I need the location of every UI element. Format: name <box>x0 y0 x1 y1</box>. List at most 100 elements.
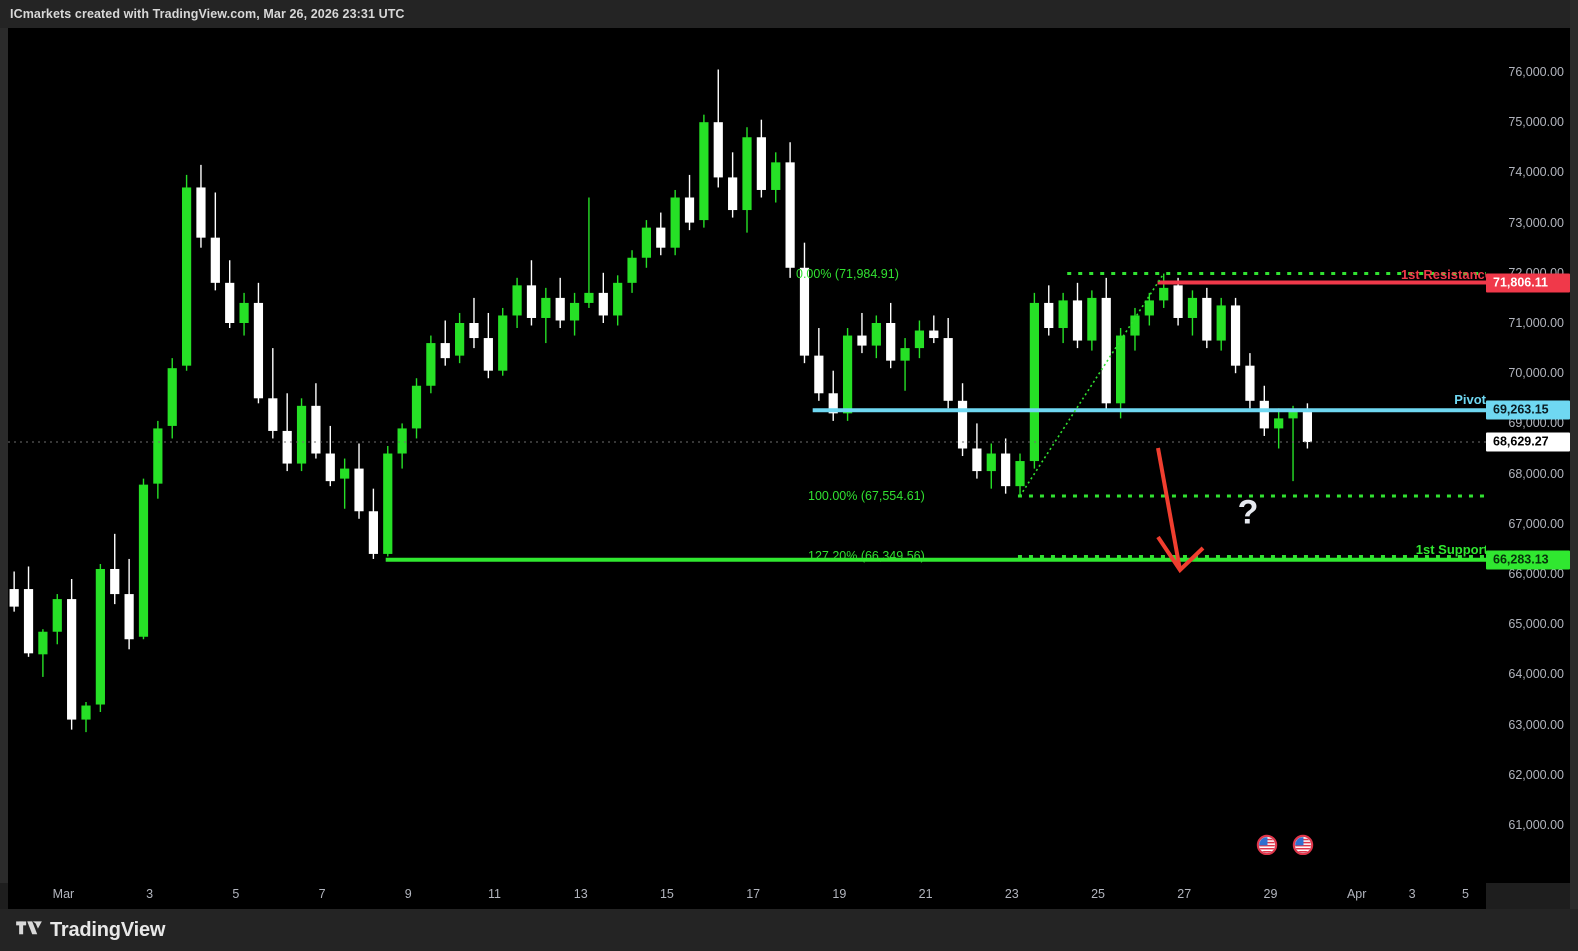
time-tick: Mar <box>52 887 75 901</box>
time-tick: 21 <box>918 887 933 901</box>
candle <box>138 478 149 640</box>
time-tick: 27 <box>1177 887 1192 901</box>
candle <box>771 152 781 203</box>
time-tick: 9 <box>404 887 412 901</box>
zone-label-pivot: Pivot <box>1454 392 1486 408</box>
price-tick: 62,000.00 <box>1508 767 1564 782</box>
candle <box>268 348 278 439</box>
price-tick: 71,000.00 <box>1508 316 1564 330</box>
zone-label-resistance: 1st Resistance <box>1400 266 1486 282</box>
candle <box>397 423 407 469</box>
time-tick: 15 <box>659 887 674 901</box>
candle <box>1216 297 1226 351</box>
candle <box>469 297 479 349</box>
candle <box>871 315 881 359</box>
candle <box>1044 285 1054 336</box>
candle <box>311 383 321 459</box>
fib-label-127: 127.20% (66,349.56) <box>808 549 925 564</box>
chart-pane[interactable]: 0.00% (71,984.91) 100.00% (67,554.61) 127.… <box>8 28 1486 883</box>
candle <box>886 302 896 369</box>
candle <box>713 69 723 188</box>
price-tick: 75,000.00 <box>1508 115 1564 130</box>
plot-area[interactable]: 0.00% (71,984.91) 100.00% (67,554.61) 127.… <box>8 28 1486 855</box>
fib-label-100: 100.00% (67,554.61) <box>808 488 925 503</box>
price-badge-pivot[interactable]: 69,263.15 <box>1486 400 1570 420</box>
chart-footer: TradingView <box>0 909 1578 951</box>
candlestick-series <box>9 69 1313 733</box>
candle <box>282 393 292 472</box>
candle <box>914 320 925 359</box>
candle <box>411 378 422 439</box>
price-badge-support[interactable]: 66,283.13 <box>1486 550 1570 570</box>
candle <box>1159 273 1169 308</box>
tradingview-logo-icon <box>16 921 42 935</box>
price-scale[interactable]: 76,000.0075,000.0074,000.0073,000.0072,0… <box>1486 28 1570 883</box>
candle <box>210 192 220 291</box>
price-tick: 66,000.00 <box>1508 567 1564 581</box>
price-tick: 74,000.00 <box>1508 165 1564 180</box>
candle <box>555 277 565 329</box>
time-tick: 5 <box>232 887 240 901</box>
candle <box>828 370 838 421</box>
candle <box>1015 453 1025 496</box>
candle <box>153 420 163 499</box>
price-tick: 70,000.00 <box>1508 366 1564 381</box>
time-tick: 5 <box>1461 887 1469 901</box>
time-tick: 3 <box>146 887 154 901</box>
time-tick: 13 <box>573 887 588 901</box>
right-edge-scrollbar[interactable] <box>1570 0 1578 951</box>
candle <box>95 563 105 713</box>
candle <box>1144 292 1154 326</box>
candle <box>1116 328 1126 419</box>
time-tick: 25 <box>1091 887 1105 901</box>
chart-header: ICmarkets created with TradingView.com, … <box>0 0 1578 28</box>
time-tick: 29 <box>1263 887 1278 901</box>
candle <box>124 558 134 650</box>
candle <box>526 260 537 326</box>
candle <box>541 287 551 344</box>
candle <box>742 127 752 233</box>
candle <box>814 328 824 401</box>
candle <box>1288 405 1298 482</box>
price-tick: 68,000.00 <box>1508 466 1564 481</box>
tradingview-logo[interactable]: TradingView <box>0 919 165 942</box>
candle <box>225 260 235 329</box>
candle <box>584 197 594 308</box>
candle <box>670 189 680 256</box>
candle <box>1001 438 1011 494</box>
left-edge-strip <box>0 28 8 883</box>
candle <box>52 594 62 645</box>
candle <box>81 702 91 733</box>
candle <box>1187 290 1198 336</box>
candle <box>857 312 867 354</box>
time-tick: 11 <box>488 887 501 901</box>
time-tick: 17 <box>746 887 761 901</box>
candle <box>613 275 623 326</box>
drawing-overlay <box>8 272 1486 574</box>
time-tick: 3 <box>1408 887 1416 901</box>
candle <box>986 443 996 489</box>
time-tick: 23 <box>1004 887 1019 901</box>
price-tick: 69,000.00 <box>1508 416 1564 431</box>
candle <box>728 152 738 218</box>
candle <box>239 292 249 336</box>
candle <box>1245 353 1255 409</box>
candle <box>1202 287 1212 349</box>
price-badge-resistance[interactable]: 71,806.11 <box>1486 273 1570 293</box>
candle <box>656 212 666 256</box>
candle <box>957 383 968 457</box>
us-flag-event-icon[interactable] <box>1292 834 1314 855</box>
candle <box>842 328 853 421</box>
candle <box>785 142 795 278</box>
fib-label-0: 0.00% (71,984.91) <box>796 266 899 281</box>
time-scale[interactable]: Mar 3 5 7 9 11 13 15 17 19 21 23 25 27 29 Apr 3 5 <box>8 883 1486 909</box>
us-flag-event-icon[interactable] <box>1256 834 1278 855</box>
candle <box>756 119 766 198</box>
candle <box>426 335 436 394</box>
price-badge-last-price[interactable]: 68,629.27 <box>1486 432 1570 452</box>
price-tick: 76,000.00 <box>1508 65 1564 79</box>
candle <box>1130 307 1140 351</box>
candle <box>67 579 77 730</box>
price-tick: 64,000.00 <box>1508 667 1564 682</box>
